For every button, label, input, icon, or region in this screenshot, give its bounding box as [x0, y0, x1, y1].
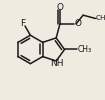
Text: CH₃: CH₃ — [96, 15, 105, 21]
Text: CH₃: CH₃ — [77, 45, 91, 54]
Text: O: O — [75, 19, 82, 28]
Text: NH: NH — [50, 59, 64, 68]
Text: ethyl: ethyl — [96, 18, 100, 19]
Text: O: O — [56, 3, 63, 12]
Text: F: F — [20, 19, 26, 28]
